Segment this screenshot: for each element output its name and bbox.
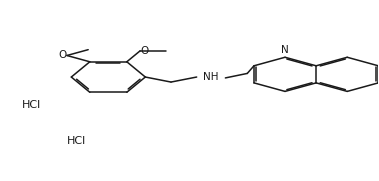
Text: NH: NH [203,72,219,82]
Text: O: O [140,46,148,56]
Text: O: O [59,50,67,60]
Text: N: N [281,45,289,55]
Text: HCl: HCl [22,100,41,110]
Text: HCl: HCl [67,136,86,146]
